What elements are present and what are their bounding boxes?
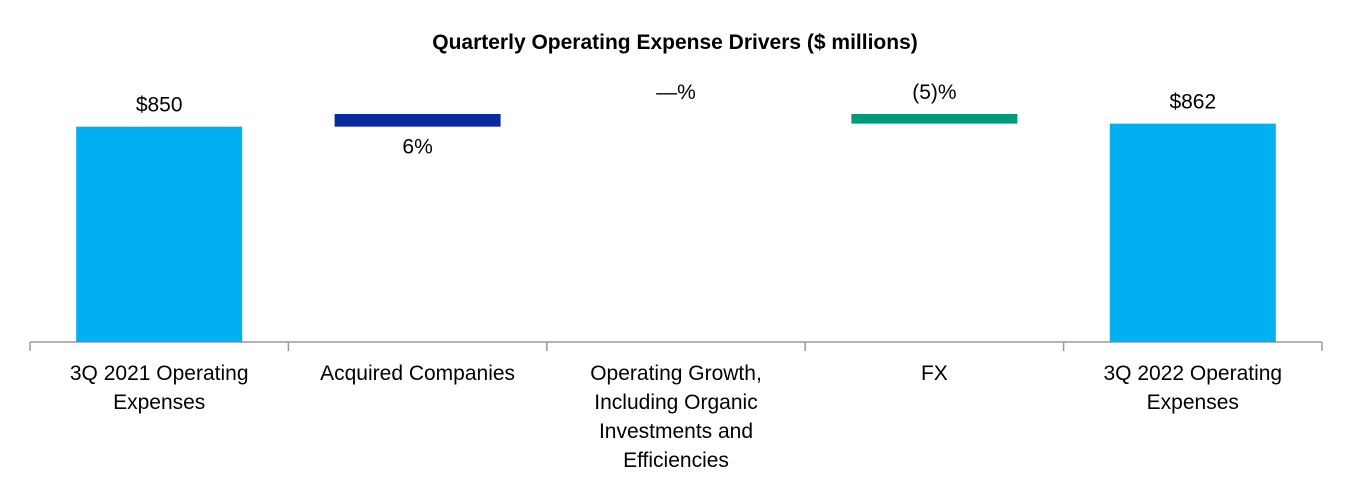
category-label-line: Expenses xyxy=(1147,391,1239,414)
chart-title: Quarterly Operating Expense Drivers ($ m… xyxy=(432,31,918,54)
category-labels: 3Q 2021 Operating Expenses Acquired Compan… xyxy=(70,362,1282,472)
bar-4 xyxy=(851,114,1018,124)
category-label-line: Acquired Companies xyxy=(320,362,515,385)
category-label-2: Acquired Companies xyxy=(320,362,515,385)
category-label-line: Expenses xyxy=(113,391,205,414)
data-label-2: 6% xyxy=(402,136,432,159)
category-label-line: Operating Growth, xyxy=(590,362,762,385)
category-label-5: 3Q 2022 Operating Expenses xyxy=(1103,362,1282,414)
category-label-line: Efficiencies xyxy=(623,449,729,472)
data-label-1: $850 xyxy=(136,94,183,117)
category-label-line: FX xyxy=(921,362,948,385)
category-label-1: 3Q 2021 Operating Expenses xyxy=(70,362,249,414)
bar-1 xyxy=(76,126,243,343)
category-label-line: 3Q 2021 Operating xyxy=(70,362,249,385)
x-axis-ticks xyxy=(29,342,1323,351)
category-label-line: 3Q 2022 Operating xyxy=(1103,362,1282,385)
data-labels: $850 6% —% (5)% $862 xyxy=(136,81,1216,159)
bar-5 xyxy=(1109,123,1276,342)
category-label-3: Operating Growth, Including Organic Invest… xyxy=(590,362,762,472)
bars xyxy=(76,114,1276,343)
bar-2 xyxy=(334,114,501,127)
category-label-4: FX xyxy=(921,362,948,385)
data-label-5: $862 xyxy=(1169,91,1216,114)
category-label-line: Investments and xyxy=(599,420,753,443)
category-label-line: Including Organic xyxy=(594,391,757,414)
data-label-4: (5)% xyxy=(912,81,956,104)
data-label-3: —% xyxy=(656,81,696,104)
